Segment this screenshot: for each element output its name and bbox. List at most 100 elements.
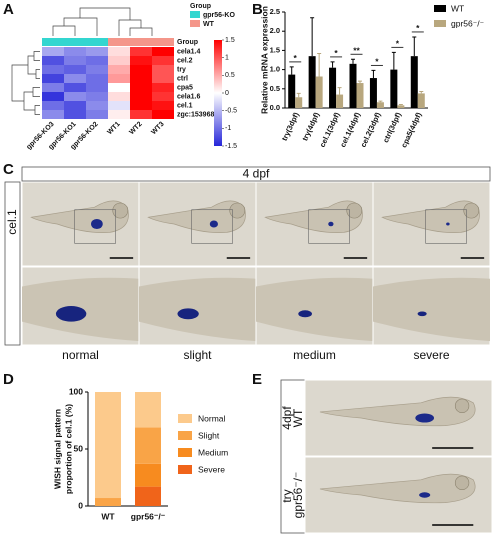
embryo [30,200,129,233]
significance: * [396,39,400,49]
y-axis-label: proportion of cel.1 (%) [63,404,73,494]
zoom-box [308,209,350,244]
colorbar-tick-label: -1.5 [225,143,237,150]
bar-segment [135,427,161,464]
heatmap-cell [42,101,64,110]
bar [308,56,316,108]
gene-label: try [280,489,294,502]
heatmap-cell [108,74,130,83]
zoom-box [191,209,233,244]
eye [346,202,363,219]
heatmap-cell [130,83,152,92]
label-strip [280,379,306,534]
heatmap-cell [152,101,174,110]
panel-letter: A [3,1,14,18]
row-label: cela1.6 [177,93,200,100]
bar [295,97,303,108]
significance: * [294,53,298,63]
zoom-box [425,209,467,244]
legend-label: Medium [198,447,228,457]
embryo [319,396,476,427]
error-bar [296,92,301,98]
error-bar [358,80,362,84]
group-bar [108,38,174,46]
bar-segment [135,392,161,428]
panel-letter: D [3,371,14,388]
heatmap-cell [108,65,130,74]
error-bar [398,104,403,106]
heatmap-cell [86,92,108,101]
heatmap-cell [42,83,64,92]
error-bar [378,100,383,103]
bar [288,74,296,108]
panel-letter: C [3,161,14,178]
legend-swatch [434,20,446,27]
legend-title: Group [190,3,211,10]
bar [356,83,364,108]
colorbar-tick-label: -0.5 [225,108,237,115]
heatmap-cell [108,110,130,119]
legend-label: WT [451,3,464,13]
eye [454,475,470,490]
bar [315,76,323,108]
stain [446,222,450,226]
row-label: zgc:153968 [177,111,214,118]
heatmap-cell [130,56,152,65]
significance: * [375,57,379,67]
embryo [373,277,490,342]
legend-swatch [178,465,192,474]
column-label: medium [293,348,336,362]
embryo [319,473,476,504]
embryo [147,200,246,233]
row-label: try [177,66,186,73]
colorbar-tick-label: 0 [225,90,229,97]
legend-swatch [178,448,192,457]
eye [463,202,480,219]
bar-segment [135,463,161,487]
significance: ** [353,45,360,55]
heatmap-cell [64,110,86,119]
colorbar-tick-label: 0.5 [225,72,235,79]
dendrogram [11,51,40,115]
stain [419,492,431,498]
column-label: normal [62,348,99,362]
heatmap-cell [42,56,64,65]
stain [177,308,199,320]
row-label: cel.2 [177,57,193,64]
colorbar-tick-label: 1 [225,55,229,62]
legend-label: Normal [198,413,226,423]
x-tick-label: try(3dpf) [280,110,301,142]
y-axis-label: WISH signal pattern [52,409,62,489]
heatmap-cell [86,101,108,110]
x-tick-label: WT [101,511,115,521]
heatmap-cell [108,92,130,101]
heatmap-cell [42,47,64,56]
heatmap-cell [42,92,64,101]
stain [209,220,218,228]
y-tick-label: 0.5 [270,84,280,93]
zoom-box [74,209,116,244]
row-label: cela1.4 [177,48,200,55]
heatmap-cell [152,65,174,74]
column-label: WT1 [106,121,121,136]
legend-label: gpr56⁻/⁻ [451,18,485,28]
bar-segment [95,392,121,499]
bar [417,93,425,108]
colorbar [214,40,222,146]
heatmap-cell [86,110,108,119]
error-bar [317,52,322,77]
column-label: WT2 [128,121,143,136]
legend-swatch [190,20,200,27]
error-bar [330,61,335,68]
legend-swatch [190,11,200,18]
stain [415,413,435,423]
x-tick-label: try(4dpf) [300,110,321,142]
error-bar [391,51,396,70]
significance: * [334,48,338,58]
bar [329,67,337,108]
heatmap-cell [152,83,174,92]
legend-label: gpr56-KO [203,12,235,19]
bar [349,63,357,108]
header-box [21,166,491,182]
